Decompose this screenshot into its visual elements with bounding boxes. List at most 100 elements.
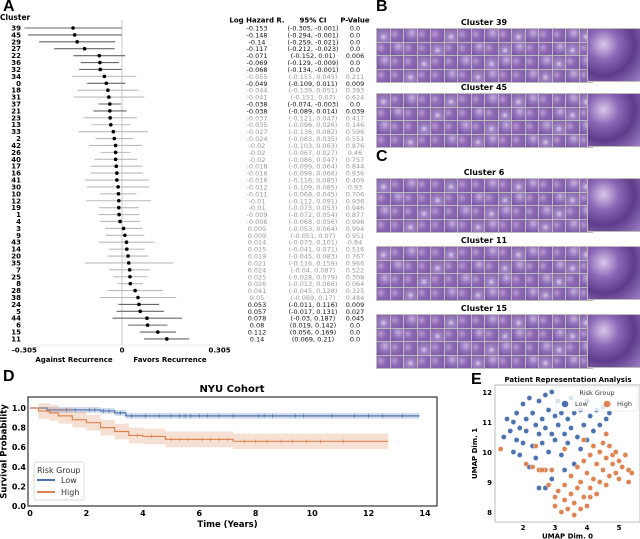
cluster-label: 0 [16,80,21,88]
tile-image [498,219,511,232]
cluster-label: 32 [11,66,21,74]
estimate-point [127,268,132,272]
ci-value: (-0.068, 0.045) [289,190,338,198]
tile-image [431,121,444,134]
tile-image [512,69,525,82]
lhr-value: -0.071 [247,52,268,60]
estimate-point [137,302,141,307]
tile-grid [376,246,593,301]
tile-image [552,192,565,205]
estimate-point [113,150,118,155]
tile-image [566,56,579,69]
tile-image [431,247,444,260]
point-low [603,416,609,422]
ci-value: (-0.152, 0.01) [291,52,336,60]
point-high [603,455,609,461]
point-low [549,431,555,437]
estimate-point [117,205,121,210]
point-high [587,485,593,491]
ci-value: (-0.017, 0.131) [289,308,338,316]
ci-value: (-0.096, 0.026) [289,121,338,129]
point-high [596,479,603,485]
legend-label: Low [61,476,77,485]
y-tick-label: 9 [487,479,492,487]
estimate-point [98,60,102,65]
ci-value: (-0.074, -0.003) [287,101,338,109]
tile-image [485,342,498,355]
point-high [574,464,581,470]
tile-image [525,355,538,368]
point-high [584,470,590,476]
cluster-label: 27 [11,45,21,53]
estimate-point [98,67,103,72]
tile-image [431,94,444,107]
tile-image [458,69,471,82]
point-low [523,416,529,422]
tile-image [566,315,579,328]
tile-image [471,134,484,147]
estimate-point [71,26,75,30]
p-value: 0.516 [346,246,365,254]
p-value: 0.0 [350,66,360,74]
point-high [628,470,635,476]
tile-image [485,315,498,328]
tile-image [458,107,471,120]
point-low [517,452,523,458]
x-tick-label: 0 [27,509,33,518]
lhr-value: 0.005 [248,225,267,233]
tile-image [512,219,525,232]
legend-box [33,461,85,501]
point-low [587,413,593,419]
cluster-label: 19 [11,204,21,212]
ci-value: (-0.151, 0.07) [291,94,336,102]
tile-image [458,179,471,192]
point-low [577,446,584,452]
tile-image [552,355,565,368]
ci-value: (0.019, 0.142) [290,322,336,330]
p-value: 0.027 [346,308,365,316]
point-high [609,461,616,467]
tile-image [512,192,525,205]
tile-image [539,219,552,232]
cluster-label: 20 [11,253,21,261]
tile-image [539,134,552,147]
point-high [600,467,606,473]
tile-image [390,107,403,120]
tile-image [444,274,457,287]
p-value: 0.484 [346,294,365,302]
x-tick-label: 2 [84,509,90,518]
tile-image [539,342,552,355]
tile-image [377,42,390,55]
tile-image [390,192,403,205]
p-value: 0.994 [346,225,365,233]
point-low [596,422,603,428]
ci-value: (-0.041, 0.071) [289,246,338,254]
cluster-label: 18 [11,87,21,95]
tile-image [431,107,444,120]
point-high [539,467,545,473]
tile-image [431,274,444,287]
representative-tile-image [587,178,640,232]
point-high [612,470,619,476]
tile-image [485,56,498,69]
tile-image [525,315,538,328]
point-low [510,449,517,455]
tile-image [512,274,525,287]
tile-image [566,134,579,147]
tile-image [498,355,511,368]
tile-image [525,29,538,42]
tile-image [539,206,552,219]
tile-image [485,219,498,232]
tile-image [444,69,457,82]
ci-value: (-0.045, 0.083) [289,253,338,261]
ci-value: (-0.013, 0.066) [289,280,338,288]
x-tick-label: -0.305 [12,347,37,355]
tile-image [471,219,484,232]
cluster-label: 1 [16,211,21,219]
estimate-point [117,198,121,203]
tile-image [377,206,390,219]
lhr-value: 0.078 [248,315,267,323]
tile-image [471,121,484,134]
point-high [561,482,568,488]
ci-value: (-0.099, 0.064) [289,163,338,171]
